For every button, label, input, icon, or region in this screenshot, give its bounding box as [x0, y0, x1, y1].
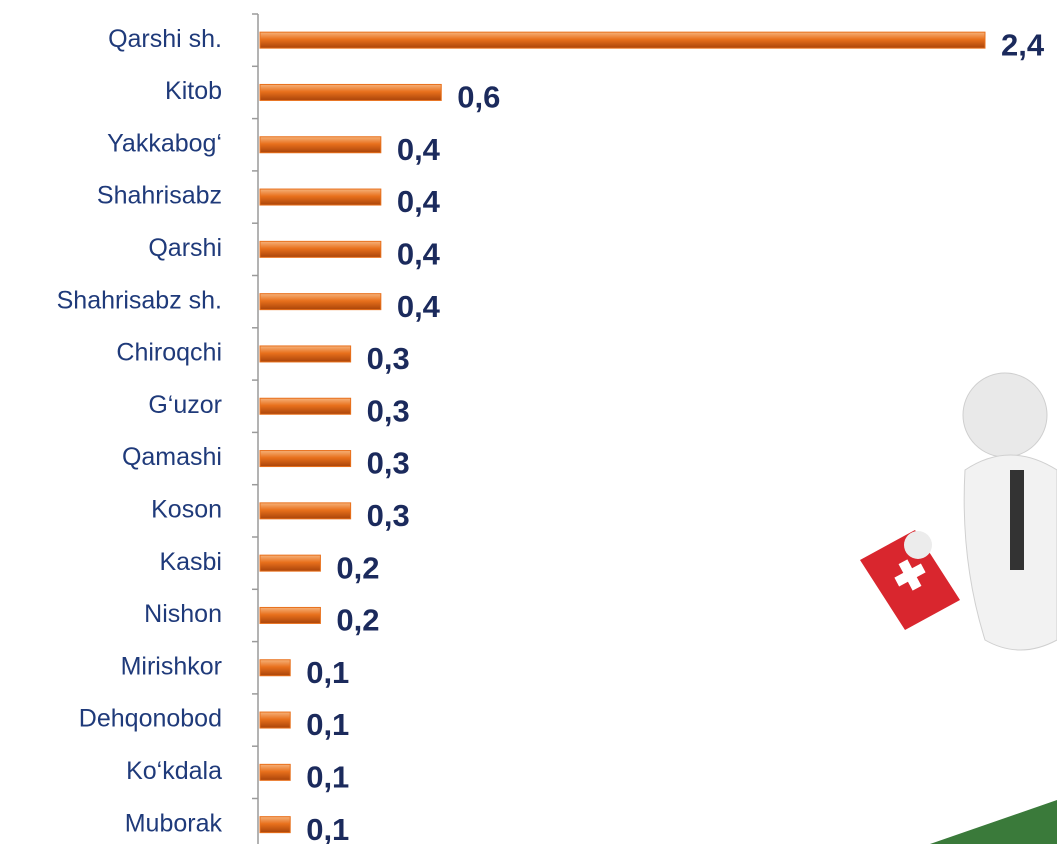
bar [260, 398, 351, 414]
category-label: Qarshi [148, 234, 222, 262]
value-label: 0,3 [367, 393, 410, 428]
bar [260, 712, 290, 728]
value-label: 0,3 [367, 446, 410, 481]
category-label: Mirishkor [121, 652, 222, 680]
bar [260, 764, 290, 780]
bar [260, 241, 381, 257]
value-label: 0,2 [336, 550, 379, 585]
chart: Qarshi sh. 2,4 Kitob 0,6 Yakkabog‘ 0,4 Shahris… [0, 0, 1057, 844]
bar [260, 607, 320, 623]
category-label: Kitob [165, 77, 222, 105]
bar [260, 451, 351, 467]
value-label: 0,1 [306, 655, 349, 690]
bar [260, 555, 320, 571]
category-label: Shahrisabz [97, 182, 222, 210]
category-label: Yakkabog‘ [107, 129, 222, 157]
bar [260, 294, 381, 310]
value-label: 0,4 [397, 237, 441, 272]
bar [260, 817, 290, 833]
value-label: 0,4 [397, 289, 441, 324]
category-label: Qamashi [122, 443, 222, 471]
value-label: 0,1 [306, 707, 349, 742]
category-label: Nishon [144, 600, 222, 628]
category-label: Qarshi sh. [108, 25, 222, 53]
bar [260, 503, 351, 519]
value-label: 0,3 [367, 341, 410, 376]
bar [260, 660, 290, 676]
value-label: 0,6 [457, 80, 500, 115]
bar [260, 84, 441, 100]
bar [260, 32, 985, 48]
category-label: Chiroqchi [116, 339, 222, 367]
bar [260, 346, 351, 362]
value-label: 0,1 [306, 812, 349, 844]
value-label: 0,4 [397, 132, 441, 167]
value-label: 0,3 [367, 498, 410, 533]
value-label: 2,4 [1001, 27, 1045, 62]
category-label: Dehqonobod [79, 705, 222, 733]
category-label: Shahrisabz sh. [57, 286, 222, 314]
value-label: 0,1 [306, 760, 349, 795]
value-label: 0,2 [336, 603, 379, 638]
value-label: 0,4 [397, 184, 441, 219]
bar [260, 189, 381, 205]
category-label: Koson [151, 495, 222, 523]
category-label: Kasbi [159, 548, 222, 576]
category-label: Ko‘kdala [126, 757, 222, 785]
doctor-illustration [860, 373, 1057, 844]
category-label: G‘uzor [148, 391, 222, 419]
bar [260, 137, 381, 153]
category-label: Muborak [125, 809, 223, 837]
